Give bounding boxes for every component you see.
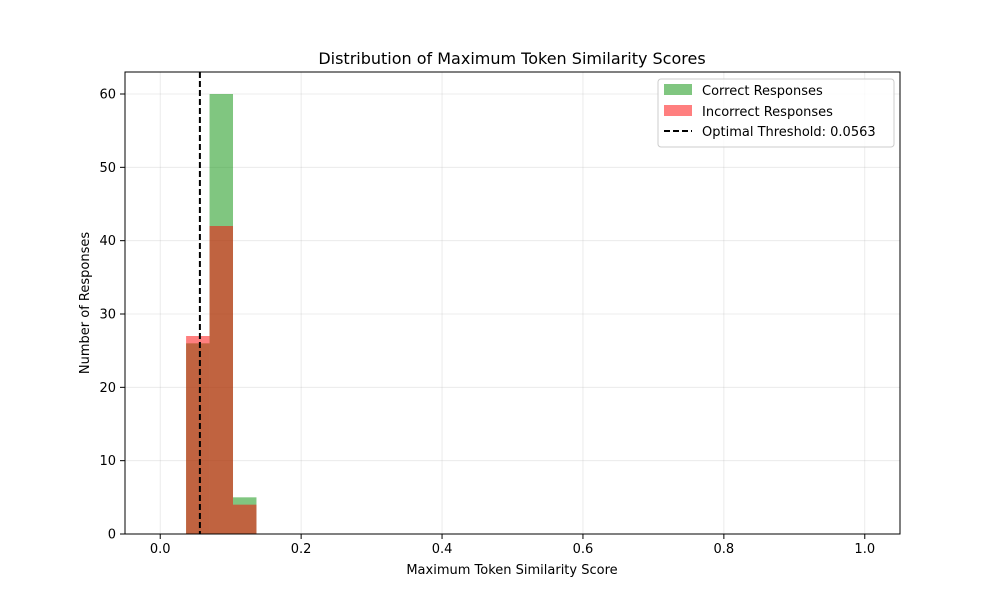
x-tick-label: 0.8 [714,542,735,557]
y-axis-label: Number of Responses [78,232,93,374]
y-tick-label: 20 [99,381,116,396]
legend-box [657,78,895,148]
y-tick-label: 10 [99,454,116,469]
legend-swatch-incorrect [664,105,692,116]
legend-swatch-correct [664,84,692,95]
axis-ticks: 0.0 0.2 0.4 0.6 0.8 1.0 0 10 20 30 40 50 60 [99,88,875,558]
legend-label-threshold: Optimal Threshold: 0.0563 [702,125,876,140]
plot-frame [124,71,901,535]
bar-incorrect [233,504,257,534]
x-axis-label: Maximum Token Similarity Score [406,563,617,578]
y-tick-label: 30 [99,308,116,323]
bar-incorrect [209,226,234,534]
x-tick-label: 0.0 [150,542,171,557]
x-tick-label: 1.0 [854,542,875,557]
x-tick-label: 0.6 [573,542,594,557]
histogram-bars [186,94,257,534]
y-tick-label: 60 [99,88,116,103]
y-tick-label: 0 [108,528,116,543]
legend-label-correct: Correct Responses [702,84,823,99]
chart-title: Distribution of Maximum Token Similarity… [318,49,705,68]
legend: Correct Responses Incorrect Responses Op… [657,78,895,148]
x-tick-label: 0.4 [432,542,453,557]
legend-label-incorrect: Incorrect Responses [702,105,833,120]
bar-incorrect [186,336,210,534]
y-tick-label: 50 [99,161,116,176]
x-tick-label: 0.2 [291,542,312,557]
y-tick-label: 40 [99,234,116,249]
